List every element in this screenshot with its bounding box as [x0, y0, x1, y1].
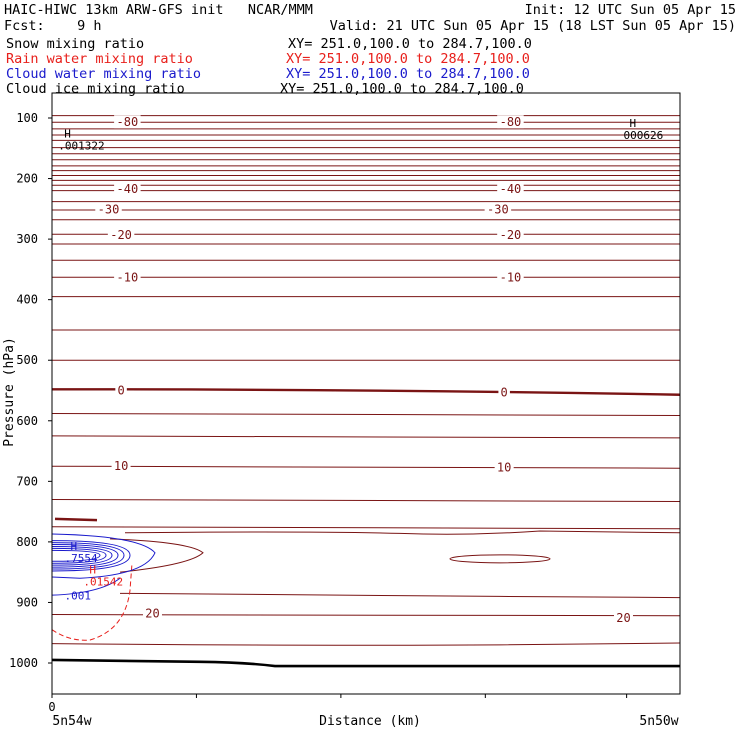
header-title: HAIC-HIWC 13km ARW-GFS init NCAR/MMM [4, 2, 313, 18]
isotherm-zero [51, 388, 681, 396]
maximum-marker: H [64, 127, 71, 140]
contour-label: 0 [117, 384, 124, 398]
y-tick-label-200: 200 [16, 172, 38, 186]
contour-label-bg [497, 227, 524, 241]
contour-label-bg [494, 460, 514, 474]
contour-label: -30 [98, 202, 120, 216]
x-start-label: 5n54w [52, 714, 91, 729]
y-tick-label-700: 700 [16, 474, 38, 488]
isotherm-line [51, 435, 681, 439]
isotherm-line [51, 642, 681, 646]
y-axis-label: Pressure (hPa) [2, 337, 17, 447]
contour-label: -40 [117, 182, 139, 196]
contour-label-bg [498, 385, 510, 399]
contour-label: -20 [500, 228, 522, 242]
cloud-contour [51, 540, 131, 572]
field-cloud-water-xy: XY= 251.0,100.0 to 284.7,100.0 [286, 66, 530, 82]
y-tick-label-400: 400 [16, 293, 38, 307]
x-end-label: 5n50w [639, 714, 678, 729]
contour-label: -80 [117, 115, 139, 129]
y-tick-label-600: 600 [16, 414, 38, 428]
field-snow-name: Snow mixing ratio [6, 36, 145, 52]
y-tick-label-800: 800 [16, 535, 38, 549]
contour-label: -80 [500, 115, 522, 129]
y-tick-label-900: 900 [16, 595, 38, 609]
contour-label-bg [613, 611, 633, 625]
contour-label-bg [95, 202, 122, 216]
contour-label-bg [107, 227, 135, 241]
maximum-value: .01542 [83, 575, 123, 588]
cloud-contour [51, 549, 101, 562]
contour-label-bg [114, 115, 141, 129]
cloud-contour [51, 547, 107, 564]
contour-label-bg [484, 202, 512, 216]
isotherm-line [109, 538, 204, 573]
header-init: Init: 12 UTC Sun 05 Apr 15 [524, 2, 736, 18]
contour-label: -10 [117, 270, 139, 284]
surface-line [51, 658, 680, 668]
x-axis-label: Distance (km) [319, 714, 421, 729]
contour-label: -40 [500, 182, 522, 196]
cloud-contour [51, 544, 119, 568]
y-tick-label-300: 300 [16, 232, 38, 246]
isotherm-line [51, 465, 681, 469]
header-forecast: Fcst: 9 h [4, 18, 102, 34]
contour-label: 0 [501, 385, 508, 399]
contour-label-bg [497, 115, 524, 129]
contour-label-bg [114, 270, 141, 284]
maximum-marker: H [629, 117, 636, 130]
cloud-contour [51, 542, 125, 570]
isotherm-line [51, 413, 681, 417]
maximum-marker: H [89, 563, 96, 576]
rain-contour [51, 563, 133, 641]
y-tick-label-100: 100 [16, 111, 38, 125]
maximum-value: 000626 [623, 129, 663, 142]
contour-label: -30 [487, 202, 509, 216]
x-tick-label-zero: 0 [48, 700, 55, 714]
maximum-value: .7554 [65, 552, 98, 565]
contour-label: -10 [500, 270, 522, 284]
isotherm-line [51, 499, 681, 502]
maximum-value: .001322 [58, 139, 104, 152]
contour-label-bg [115, 383, 127, 397]
isotherm-segment [54, 517, 98, 522]
contour-label: 20 [616, 611, 630, 625]
contour-labels: -80 -80 -40 -40 -30 -30 -20 -20 -10 -10 0 0 10 10 20 20… [58, 115, 663, 625]
field-rain-xy: XY= 251.0,100.0 to 284.7,100.0 [286, 51, 530, 67]
field-cloud-water-name: Cloud water mixing ratio [6, 66, 202, 82]
maximum-marker: H [71, 540, 78, 553]
cloud-contour [51, 577, 121, 596]
maximum-value: .001 [65, 589, 92, 602]
y-tick-label-500: 500 [16, 353, 38, 367]
cloud-contour [51, 545, 113, 566]
contour-label: 10 [497, 460, 511, 474]
header-valid: Valid: 21 UTC Sun 05 Apr 15 (18 LST Sun … [329, 18, 736, 34]
cloud-contour [51, 533, 156, 579]
field-snow-xy: XY= 251.0,100.0 to 284.7,100.0 [288, 36, 532, 52]
plot-frame [51, 92, 681, 695]
y-tick-label-1000: 1000 [9, 656, 38, 670]
temperature-contours [51, 115, 681, 668]
cloud-water-contours [51, 533, 156, 596]
isotherm-oval [449, 554, 551, 564]
isotherm-line [124, 530, 681, 535]
contour-label-bg [111, 459, 131, 473]
contour-label-bg [497, 181, 524, 195]
isotherm-line [51, 526, 681, 530]
contour-label-bg [497, 270, 524, 284]
rain-contours [51, 563, 133, 641]
contour-label: 10 [114, 459, 128, 473]
contour-label-bg [114, 181, 141, 195]
field-rain-name: Rain water mixing ratio [6, 51, 193, 67]
contour-label: 20 [145, 606, 159, 620]
contour-label-bg [142, 606, 162, 620]
contour-label: -20 [110, 228, 132, 242]
isotherm-line [119, 592, 681, 599]
